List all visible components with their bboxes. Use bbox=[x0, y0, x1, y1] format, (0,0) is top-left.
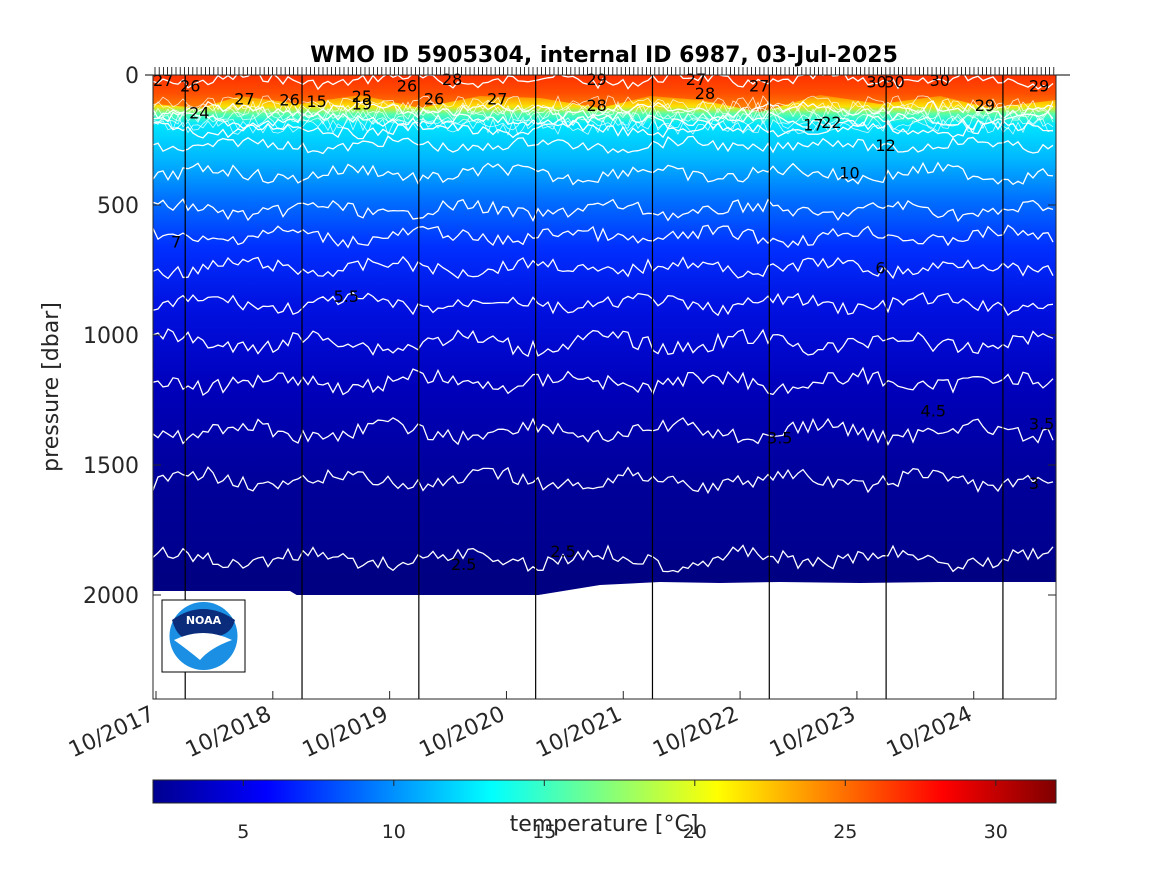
plot-frame bbox=[152, 74, 1057, 700]
x-tick-label: 10/2019 bbox=[299, 702, 392, 763]
x-tick-label: 10/2018 bbox=[182, 702, 275, 763]
year-boundary-lines bbox=[184, 75, 1004, 699]
contour-label: 6 bbox=[875, 258, 885, 277]
isotherm-lines bbox=[153, 75, 1054, 573]
contour-label: 3.5 bbox=[1029, 414, 1054, 433]
chart-title: WMO ID 5905304, internal ID 6987, 03-Jul… bbox=[310, 43, 898, 68]
contour-label: 7 bbox=[171, 232, 181, 251]
isotherm-line-surface bbox=[153, 95, 1054, 113]
contour-label: 27 bbox=[153, 71, 173, 90]
x-tick-label: 10/2021 bbox=[532, 702, 625, 763]
warm-surface-layer bbox=[153, 75, 1056, 112]
contour-label: 25 bbox=[352, 87, 372, 106]
contour-label: 3 bbox=[1029, 474, 1039, 493]
isotherm-line bbox=[153, 119, 1054, 140]
x-tick-label: 10/2023 bbox=[766, 702, 859, 763]
contour-label: 28 bbox=[586, 96, 606, 115]
colorbar-tick-label: 5 bbox=[237, 821, 249, 843]
colorbar-ticks: 5 10 15 20 25 30 bbox=[237, 780, 1008, 843]
isotherm-line bbox=[153, 135, 1054, 155]
contour-label: 5.5 bbox=[334, 287, 359, 306]
temperature-field bbox=[153, 75, 1056, 595]
isotherm-line bbox=[153, 328, 1054, 358]
contour-label: 24 bbox=[189, 104, 209, 123]
contour-label: 27 bbox=[234, 89, 254, 108]
x-tick-label: 10/2024 bbox=[883, 702, 976, 763]
isotherm-line-surface bbox=[153, 117, 1054, 136]
isotherm-line bbox=[153, 366, 1054, 397]
contour-label: 19 bbox=[352, 95, 372, 114]
y-tick-label: 0 bbox=[125, 64, 139, 89]
colorbar-gradient bbox=[152, 779, 1057, 804]
y-tick-label: 1500 bbox=[83, 454, 139, 479]
no-data-gap bbox=[153, 582, 1056, 699]
isotherm-line bbox=[153, 255, 1054, 280]
contour-label: 28 bbox=[695, 84, 715, 103]
colorbar-tick-label: 15 bbox=[532, 821, 556, 843]
contour-label: 29 bbox=[1029, 76, 1049, 95]
y-axis-ticks: 0 500 1000 1500 2000 bbox=[83, 64, 1056, 609]
contour-label: 17 bbox=[803, 115, 823, 134]
isotherm-line bbox=[153, 198, 1054, 223]
colorbar: 5 10 15 20 25 30 temperature [°C] bbox=[152, 779, 1057, 843]
noaa-logo-text: NOAA bbox=[186, 614, 222, 627]
contour-label: 26 bbox=[279, 91, 299, 110]
colorbar-tick-label: 30 bbox=[984, 821, 1008, 843]
isotherm-line-surface bbox=[153, 109, 1054, 127]
contour-label: 12 bbox=[875, 136, 895, 155]
contour-label: 22 bbox=[821, 113, 841, 132]
contour-label: 27 bbox=[487, 89, 507, 108]
contour-label: 4.5 bbox=[921, 401, 946, 420]
contour-label: 2.5 bbox=[550, 542, 575, 561]
isotherm-line-surface bbox=[153, 104, 1054, 122]
contour-label: 10 bbox=[839, 164, 859, 183]
isotherm-line bbox=[153, 161, 1054, 186]
contour-label: 30 bbox=[930, 71, 950, 90]
isotherm-line bbox=[153, 544, 1054, 573]
y-axis-label: pressure [dbar] bbox=[39, 302, 64, 472]
isotherm-line bbox=[153, 224, 1054, 249]
colorbar-tick-label: 25 bbox=[833, 821, 857, 843]
contour-label: 26 bbox=[180, 76, 200, 95]
noaa-logo-wave bbox=[174, 633, 232, 660]
x-axis-ticks: 10/2017 10/2018 10/2019 10/2020 10/2021 10/20… bbox=[65, 691, 976, 763]
colorbar-label: temperature [°C] bbox=[510, 812, 699, 837]
contour-label: 2.5 bbox=[451, 555, 476, 574]
y-tick-label: 500 bbox=[97, 194, 139, 219]
isotherm-line bbox=[153, 75, 1054, 91]
colorbar-tick-label: 20 bbox=[683, 821, 707, 843]
x-tick-label: 10/2017 bbox=[65, 702, 158, 763]
contour-label: 30 bbox=[866, 73, 886, 92]
isotherm-line bbox=[153, 417, 1054, 446]
colorbar-tick-label: 10 bbox=[382, 821, 406, 843]
y-tick-label: 1000 bbox=[83, 324, 139, 349]
y-tick-label: 2000 bbox=[83, 584, 139, 609]
noaa-logo-bird bbox=[172, 609, 235, 640]
contour-label: 3.5 bbox=[767, 429, 792, 448]
x-tick-label: 10/2020 bbox=[416, 702, 509, 763]
contour-label: 26 bbox=[397, 76, 417, 95]
isotherm-line-surface bbox=[153, 113, 1054, 132]
isotherm-line bbox=[153, 466, 1054, 495]
contour-label: 29 bbox=[975, 96, 995, 115]
noaa-logo: NOAA bbox=[161, 599, 246, 673]
x-tick-label: 10/2022 bbox=[649, 702, 742, 763]
contour-label: 30 bbox=[884, 73, 904, 92]
contour-label: 27 bbox=[749, 76, 769, 95]
contour-label: 26 bbox=[424, 89, 444, 108]
isotherm-line-surface bbox=[153, 99, 1054, 118]
isotherm-line bbox=[153, 291, 1054, 317]
contour-label: 15 bbox=[307, 92, 327, 111]
contour-label: 29 bbox=[586, 70, 606, 89]
